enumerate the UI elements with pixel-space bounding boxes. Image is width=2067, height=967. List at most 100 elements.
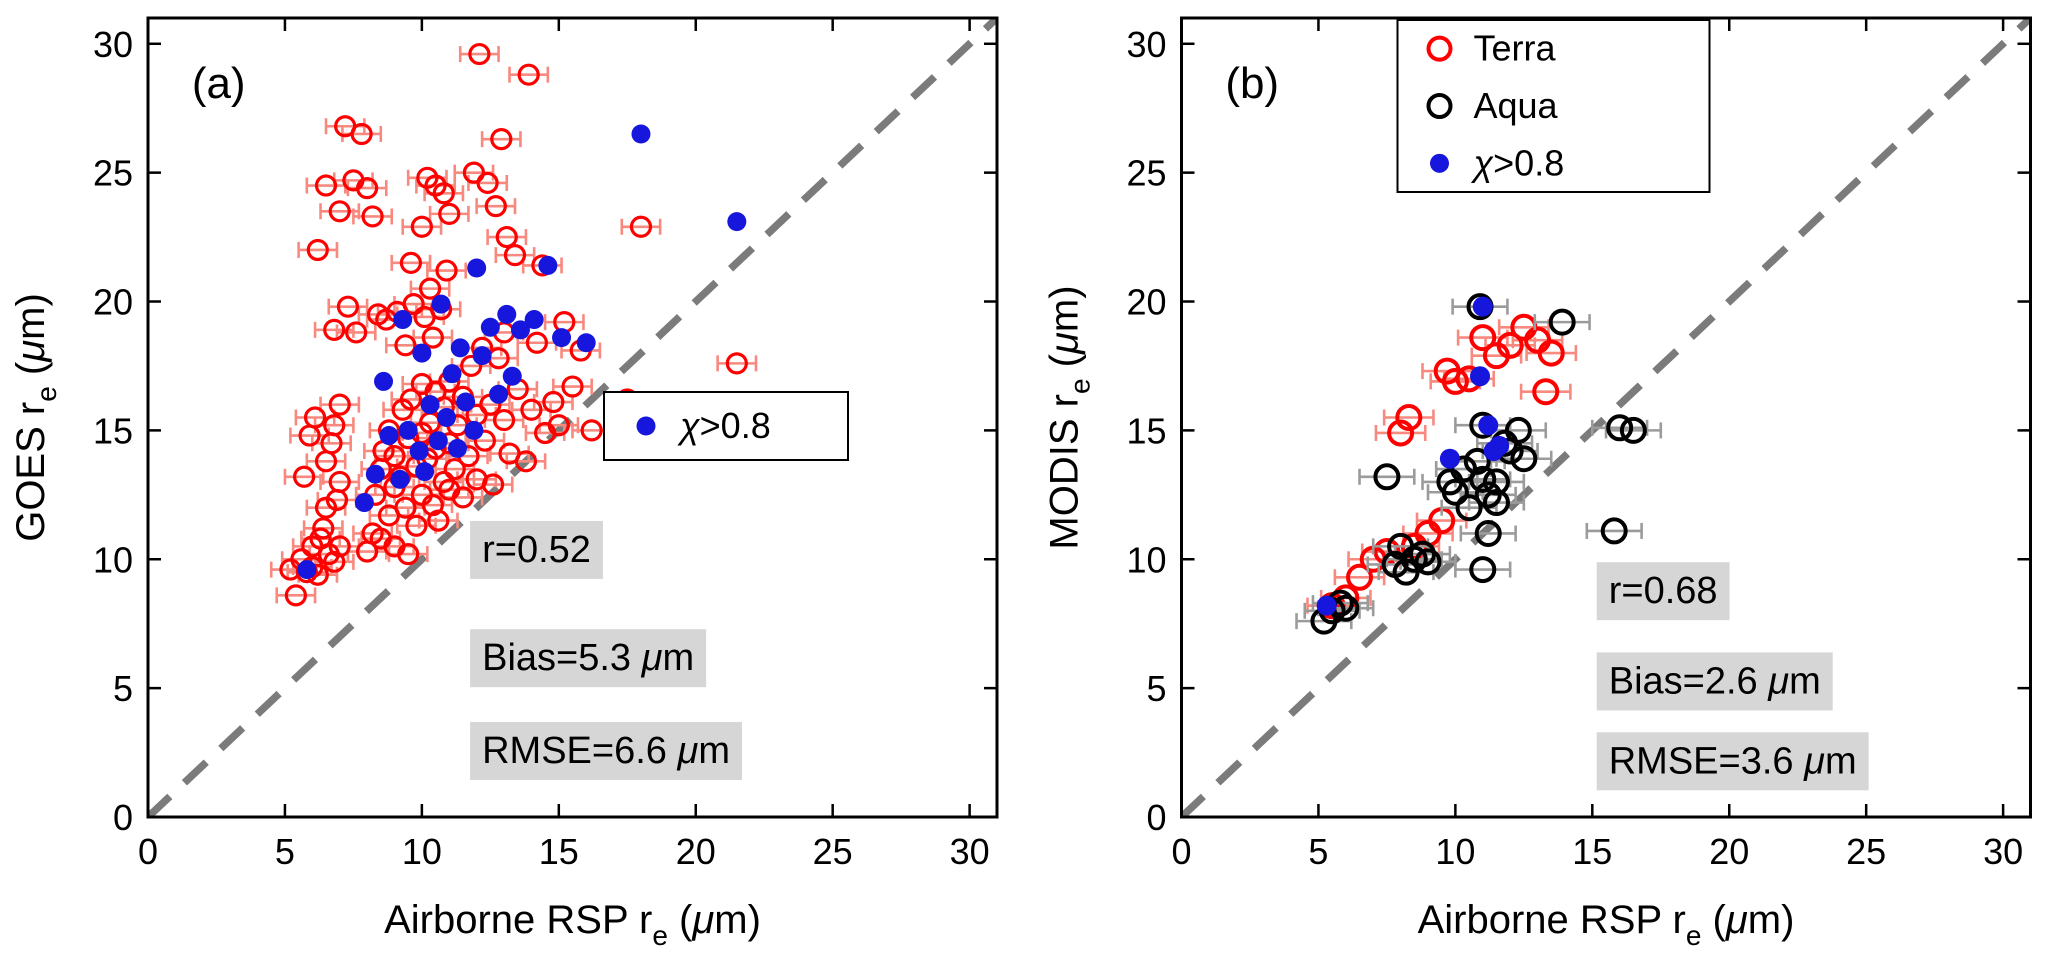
data-point-open [473, 429, 496, 452]
data-point-open [1469, 556, 1497, 584]
y-tick-label: 10 [93, 539, 133, 580]
data-point-open [397, 543, 420, 566]
data-point-open [306, 238, 329, 262]
data-point-open [514, 450, 538, 473]
data-point-filled [390, 469, 410, 489]
goes-scatter-panel: 0 5 10 15 20 25 30 0 5 10 15 20 25 30 Airborne RSP re … [0, 0, 1033, 967]
data-point-open [399, 388, 423, 411]
data-point-open [1532, 378, 1560, 406]
panel-letter: (a) [192, 59, 246, 108]
data-point-open [1373, 463, 1401, 491]
data-point-filled [428, 431, 448, 451]
data-point-filled [365, 464, 385, 484]
data-point-open [1395, 404, 1423, 431]
data-point-filled [409, 441, 429, 461]
data-point-filled [1439, 448, 1460, 469]
legend-marker-filled [1430, 153, 1449, 173]
data-point-open [503, 244, 527, 267]
x-tick-label: 5 [275, 831, 295, 872]
data-point-filled [1316, 595, 1337, 616]
x-tick-label: 15 [539, 831, 579, 872]
data-point-open [462, 161, 486, 184]
data-point-open [1346, 563, 1374, 591]
data-point-open [345, 321, 368, 344]
data-point-open [629, 215, 653, 238]
data-point-open [427, 509, 450, 532]
data-point-filled [354, 493, 374, 513]
data-point-open [1548, 308, 1576, 336]
data-point-open [1482, 468, 1510, 496]
legend-marker-filled [636, 416, 656, 436]
stat-background [1596, 732, 1869, 791]
data-point-filled [1470, 366, 1491, 387]
data-point-filled [576, 333, 596, 353]
data-point-open [432, 182, 455, 205]
x-tick-label: 10 [402, 831, 442, 872]
data-point-open [481, 473, 505, 496]
data-point-open [323, 318, 346, 341]
data-point-filled [415, 462, 435, 482]
x-tick-label: 25 [1846, 831, 1886, 872]
data-point-filled [489, 384, 509, 404]
stat-annotation: r=0.68 [1596, 562, 1730, 621]
data-point-open [1510, 445, 1538, 473]
x-tick-label: 0 [1171, 831, 1191, 872]
y-tick-label: 20 [1126, 282, 1166, 323]
data-point-filled [450, 338, 470, 358]
data-point-filled [1478, 415, 1499, 436]
data-point-open [418, 277, 442, 300]
data-point-open [1469, 465, 1497, 493]
panel-background [0, 0, 1033, 967]
y-tick-label: 0 [1146, 797, 1166, 838]
data-point-open [443, 457, 466, 481]
y-tick-label: 15 [93, 410, 133, 451]
x-axis-label: Airborne RSP re (μm) [1418, 898, 1795, 951]
data-point-open [1504, 416, 1532, 444]
stat-annotation: Bias=2.6 μm [1596, 652, 1833, 711]
data-point-filled [510, 320, 530, 340]
legend-entry-Terra: Terra [1426, 28, 1557, 69]
y-tick-label: 0 [113, 797, 133, 838]
panel-b: 0 5 10 15 20 25 30 0 5 10 15 20 25 30 Airborne RSP re … [1033, 0, 2067, 967]
x-tick-label: 25 [813, 831, 853, 872]
axes-frame [146, 16, 999, 819]
data-point-filled [437, 408, 457, 427]
data-point-open [402, 292, 425, 316]
x-tick-label: 10 [1435, 831, 1475, 872]
data-point-filled [524, 310, 544, 330]
legend-label: Aqua [1474, 85, 1559, 126]
data-point-open [1469, 324, 1497, 352]
y-tick-label: 20 [93, 282, 133, 323]
panel-a: 0 5 10 15 20 25 30 0 5 10 15 20 25 30 Airborne RSP re … [0, 0, 1033, 967]
panel-letter: (b) [1225, 59, 1279, 108]
legend-label: Terra [1474, 28, 1557, 69]
axes-frame [1180, 16, 2032, 819]
legend-entry->0.8: χ>0.8 [636, 405, 771, 446]
data-point-filled [464, 420, 484, 440]
data-point-open [361, 205, 384, 228]
data-point-open [1463, 447, 1491, 475]
data-point-open [1474, 519, 1502, 547]
data-point-open [355, 177, 379, 200]
data-point-open [495, 225, 518, 249]
data-point-filled [447, 438, 467, 458]
legend-marker-open [1426, 35, 1453, 62]
data-point-open [435, 259, 458, 282]
x-axis-label: Airborne RSP re (μm) [384, 898, 761, 951]
data-point-open [336, 295, 360, 318]
data-point-open [451, 486, 475, 509]
data-point-open [328, 535, 351, 558]
stat-annotation: r=0.52 [470, 520, 603, 579]
y-tick-label: 10 [1126, 539, 1166, 580]
data-point-open [394, 334, 417, 357]
modis-scatter-panel: 0 5 10 15 20 25 30 0 5 10 15 20 25 30 Airborne RSP re … [1033, 0, 2067, 967]
data-point-filled [631, 124, 651, 144]
legend-entry->0.8: χ>0.8 [1430, 142, 1564, 183]
data-point-filled [497, 304, 517, 324]
data-point-open [1482, 489, 1510, 517]
y-tick-label: 15 [1126, 410, 1166, 451]
data-point-filled [420, 395, 440, 415]
data-point-open [1387, 419, 1415, 447]
data-point-filled [502, 366, 522, 386]
data-point-open [1455, 494, 1483, 522]
